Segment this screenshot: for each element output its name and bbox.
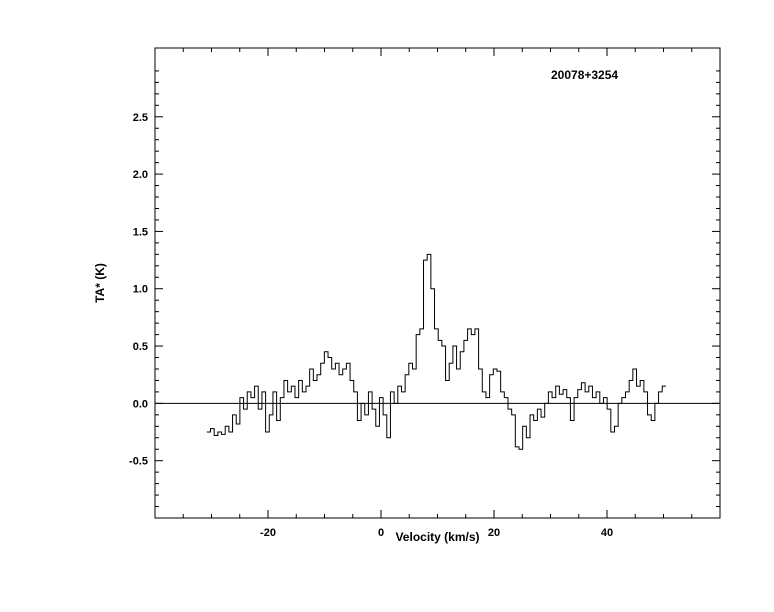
y-tick-label: 2.5 bbox=[133, 112, 148, 124]
y-axis-label: TA* (K) bbox=[93, 263, 107, 303]
y-tick-label: 0.0 bbox=[133, 398, 148, 410]
plot-frame bbox=[154, 47, 721, 519]
y-tick-label: 1.5 bbox=[133, 226, 148, 238]
y-tick-label: 1.0 bbox=[133, 284, 148, 296]
x-tick-label: 40 bbox=[601, 527, 613, 539]
y-tick-label: -0.5 bbox=[129, 456, 148, 468]
x-tick-label: 20 bbox=[488, 527, 500, 539]
x-tick-label: -20 bbox=[260, 527, 276, 539]
y-tick-label: 0.5 bbox=[133, 341, 148, 353]
spectrum-trace bbox=[206, 253, 666, 450]
y-tick-label: 2.0 bbox=[133, 169, 148, 181]
x-tick-label: 0 bbox=[378, 527, 384, 539]
source-name-label: 20078+3254 bbox=[551, 68, 619, 82]
x-axis-label: Velocity (km/s) bbox=[395, 530, 480, 544]
